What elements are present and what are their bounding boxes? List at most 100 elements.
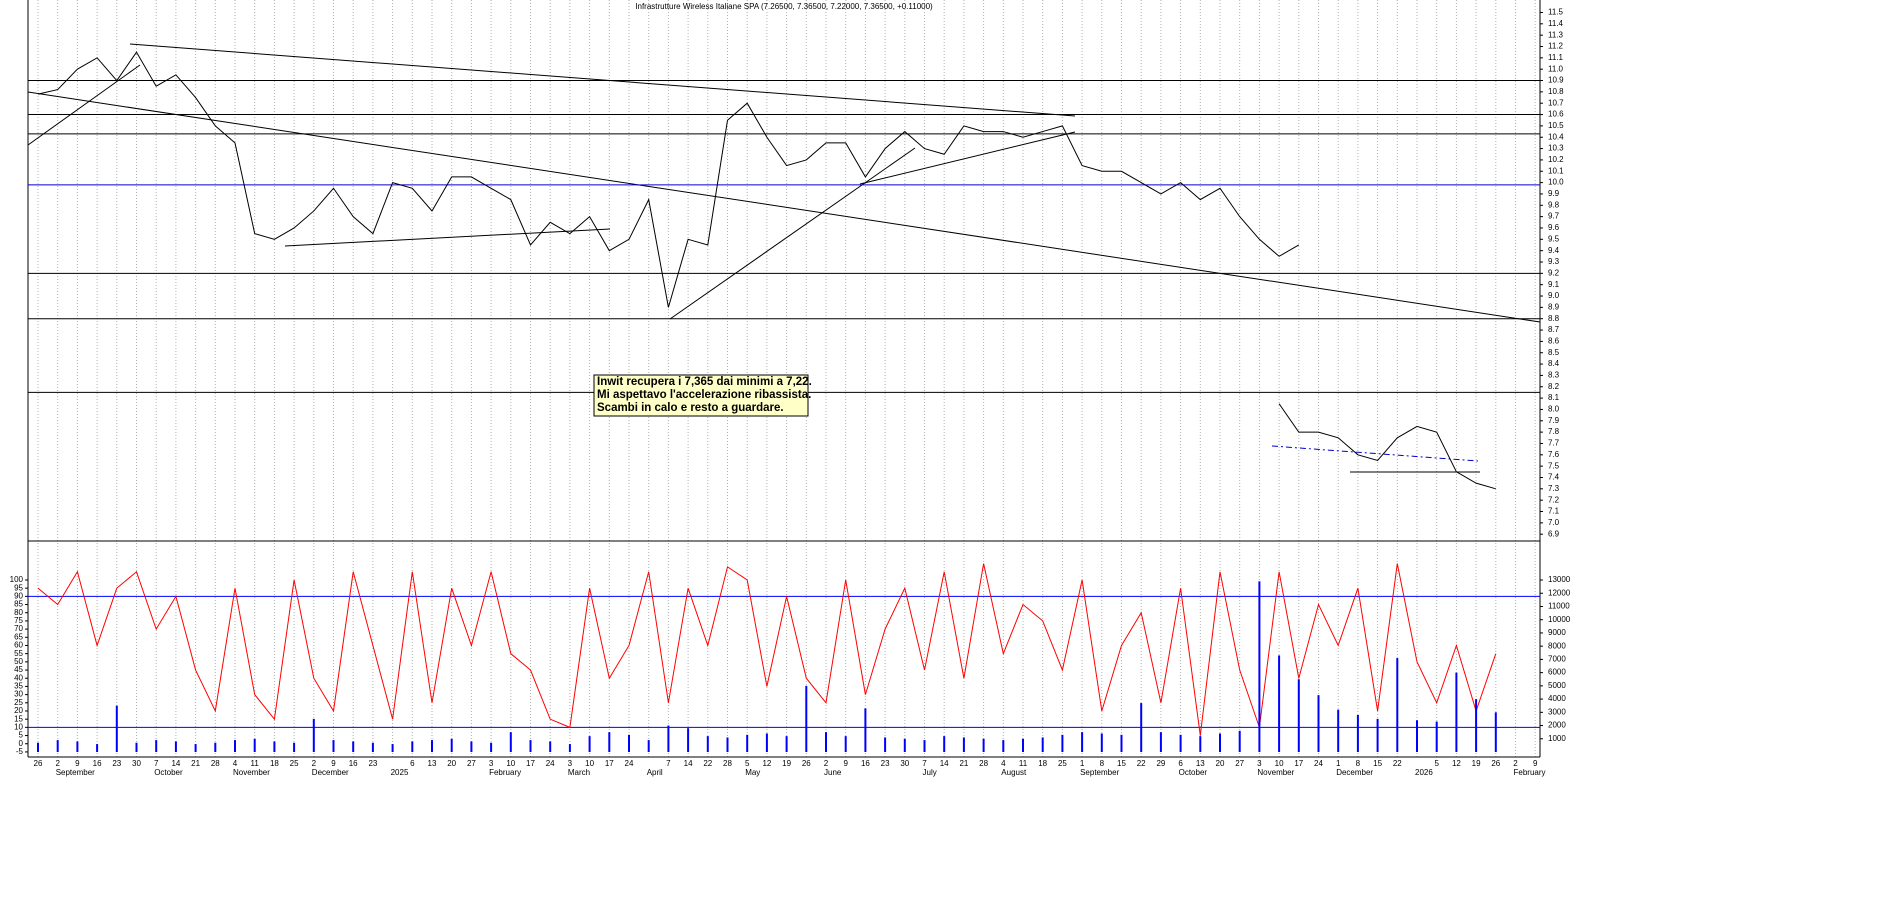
volume-bar <box>1022 738 1024 752</box>
volume-bar <box>411 741 414 752</box>
x-month-label: 2025 <box>391 768 409 777</box>
volume-bar <box>1258 581 1261 752</box>
y-tick-label: 40 <box>14 673 23 682</box>
x-tick-label: 9 <box>843 759 848 768</box>
y-tick-label: 10.6 <box>1548 110 1564 119</box>
y-tick-label: 30 <box>14 690 23 699</box>
y-tick-label: 60 <box>14 641 23 650</box>
volume-bar <box>667 725 670 752</box>
volume-bar <box>509 732 512 752</box>
x-tick-label: 16 <box>349 759 358 768</box>
volume-bar <box>1356 714 1359 752</box>
volume-bar <box>608 732 611 752</box>
volume-bar <box>805 685 808 752</box>
x-tick-label: 5 <box>745 759 750 768</box>
y-tick-label: 8.2 <box>1548 382 1560 391</box>
y-tick-label: 20 <box>14 706 23 715</box>
x-tick-label: 23 <box>881 759 890 768</box>
y-tick-label: 8.3 <box>1548 371 1560 380</box>
y-tick-label: 7.2 <box>1548 495 1560 504</box>
volume-bar <box>1396 658 1399 752</box>
volume-bar <box>864 708 867 752</box>
volume-bar <box>115 705 118 752</box>
x-tick-label: 26 <box>802 759 811 768</box>
volume-bar <box>391 744 394 752</box>
x-tick-label: 4 <box>233 759 238 768</box>
y-tick-label: 9.2 <box>1548 268 1560 277</box>
volume-bar <box>135 742 138 752</box>
y-tick-label: 10.9 <box>1548 76 1564 85</box>
y2-tick-label: 8000 <box>1548 641 1566 650</box>
volume-bar <box>1435 721 1438 752</box>
y-tick-label: 50 <box>14 657 23 666</box>
annotation-line: Scambi in calo e resto a guardare. <box>597 402 784 414</box>
x-tick-label: 14 <box>171 759 180 768</box>
volume-bar <box>588 736 591 752</box>
y2-tick-label: 5000 <box>1548 681 1566 690</box>
y-tick-label: 8.5 <box>1548 348 1560 357</box>
x-tick-label: 30 <box>132 759 141 768</box>
y-tick-label: 8.4 <box>1548 359 1560 368</box>
x-tick-label: 9 <box>331 759 336 768</box>
y-tick-label: 35 <box>14 682 23 691</box>
y-tick-label: 10 <box>14 722 23 731</box>
y-tick-label: 10.0 <box>1548 178 1564 187</box>
trend-line <box>129 43 1076 117</box>
y-tick-label: 55 <box>14 649 23 658</box>
volume-bar <box>726 737 729 752</box>
x-tick-label: 21 <box>191 759 200 768</box>
volume-bar <box>962 737 965 752</box>
x-tick-label: 25 <box>1058 759 1067 768</box>
volume-bar <box>194 744 197 752</box>
y-tick-label: 7.9 <box>1548 416 1560 425</box>
y-tick-label: 9.9 <box>1548 189 1560 198</box>
annotation: Inwit recupera i 7,365 dai minimi a 7,22… <box>593 374 812 417</box>
volume-bar <box>844 736 847 752</box>
x-tick-label: 25 <box>290 759 299 768</box>
x-month-label: February <box>1514 768 1546 777</box>
y-tick-label: 95 <box>14 583 23 592</box>
volume-bar <box>1179 734 1182 752</box>
x-tick-label: 20 <box>447 759 456 768</box>
volume-bar <box>1475 699 1478 752</box>
x-tick-label: 24 <box>625 759 634 768</box>
volume-bar <box>923 740 926 752</box>
x-tick-label: 20 <box>1216 759 1225 768</box>
x-tick-label: 22 <box>703 759 712 768</box>
x-month-label: April <box>647 768 663 777</box>
x-tick-label: 8 <box>1100 759 1105 768</box>
y-tick-label: 9.5 <box>1548 234 1560 243</box>
x-tick-label: 13 <box>1196 759 1205 768</box>
volume-bar <box>746 734 749 752</box>
volume-bar <box>825 732 827 752</box>
x-tick-label: 28 <box>723 759 732 768</box>
x-tick-label: 3 <box>568 759 573 768</box>
y-tick-label: 7.1 <box>1548 507 1560 516</box>
x-tick-label: 26 <box>1491 759 1500 768</box>
y2-tick-label: 3000 <box>1548 707 1566 716</box>
y-tick-label: -5 <box>16 747 24 756</box>
y-tick-label: 25 <box>14 698 23 707</box>
y2-tick-label: 2000 <box>1548 721 1566 730</box>
volume-bar <box>1159 732 1162 752</box>
x-tick-label: 19 <box>1472 759 1481 768</box>
volume-bar <box>568 744 571 752</box>
y-tick-label: 11.4 <box>1548 19 1564 28</box>
y-tick-label: 8.6 <box>1548 336 1560 345</box>
x-month-label: October <box>154 768 183 777</box>
y-tick-label: 65 <box>14 632 23 641</box>
volume-bar <box>529 740 532 752</box>
trend-line <box>1271 445 1479 462</box>
volume-bar <box>1278 655 1281 752</box>
volume-bar <box>1337 709 1340 752</box>
y-tick-label: 9.0 <box>1548 291 1560 300</box>
volume-bar <box>628 734 630 752</box>
x-tick-label: 6 <box>1178 759 1183 768</box>
volume-bar <box>943 736 946 752</box>
y-tick-label: 9.8 <box>1548 200 1560 209</box>
x-month-label: December <box>1336 768 1373 777</box>
y2-tick-label: 7000 <box>1548 655 1566 664</box>
y-tick-label: 10.8 <box>1548 87 1564 96</box>
y-tick-label: 85 <box>14 600 23 609</box>
x-month-label: June <box>824 768 842 777</box>
